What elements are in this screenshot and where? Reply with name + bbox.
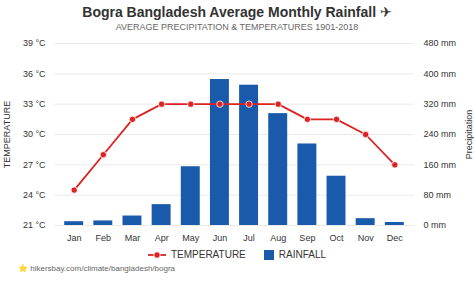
svg-text:160 mm: 160 mm: [424, 160, 457, 170]
svg-text:0 mm: 0 mm: [424, 220, 447, 230]
svg-text:Jul: Jul: [243, 233, 255, 243]
svg-text:Precipitation: Precipitation: [464, 110, 474, 160]
svg-text:80 mm: 80 mm: [424, 190, 452, 200]
html-text:RAINFALL: RAINFALL: [278, 249, 326, 260]
svg-text:Nov: Nov: [358, 233, 375, 243]
svg-text:320 mm: 320 mm: [424, 99, 457, 109]
svg-text:30 °C: 30 °C: [23, 129, 46, 139]
svg-text:39 °C: 39 °C: [23, 38, 46, 48]
html-text:TEMPERATURE: TEMPERATURE: [171, 249, 246, 260]
svg-text:Aug: Aug: [270, 233, 286, 243]
svg-text:240 mm: 240 mm: [424, 129, 457, 139]
svg-text:400 mm: 400 mm: [424, 69, 457, 79]
svg-text:27 °C: 27 °C: [23, 160, 46, 170]
svg-text:33 °C: 33 °C: [23, 99, 46, 109]
svg-text:24 °C: 24 °C: [23, 190, 46, 200]
svg-text:TEMPERATURE: TEMPERATURE: [2, 101, 12, 168]
svg-text:36 °C: 36 °C: [23, 69, 46, 79]
svg-text:Oct: Oct: [330, 233, 345, 243]
html-text:AVERAGE PRECIPITATION & TEMPER: AVERAGE PRECIPITATION & TEMPERATURES 190…: [115, 22, 359, 32]
svg-text:21 °C: 21 °C: [23, 220, 46, 230]
svg-text:Jun: Jun: [213, 233, 228, 243]
html-text:⭐ hikersbay.com/climate/bangla: ⭐ hikersbay.com/climate/bangladesh/bogra: [18, 264, 175, 273]
svg-text:480 mm: 480 mm: [424, 38, 457, 48]
svg-text:Sep: Sep: [299, 233, 315, 243]
svg-text:Dec: Dec: [387, 233, 404, 243]
svg-text:Feb: Feb: [96, 233, 112, 243]
svg-text:Jan: Jan: [67, 233, 82, 243]
html-text:Bogra Bangladesh Average Month: Bogra Bangladesh Average Monthly Rainfal…: [82, 4, 392, 20]
svg-text:Mar: Mar: [125, 233, 141, 243]
svg-text:Apr: Apr: [155, 233, 169, 243]
svg-text:May: May: [182, 233, 200, 243]
